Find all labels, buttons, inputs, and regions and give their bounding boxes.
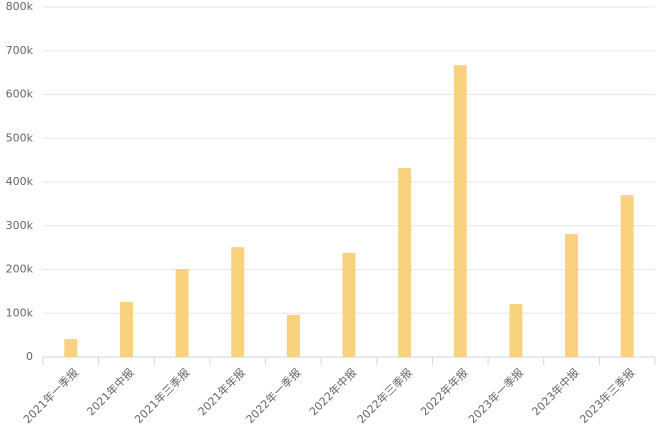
y-tick-label: 800k (6, 0, 34, 13)
y-tick-label: 400k (6, 175, 34, 188)
bar (342, 252, 356, 357)
x-tick-label: 2023年中报 (529, 365, 582, 418)
y-tick-label: 600k (6, 88, 34, 101)
y-tick-label: 300k (6, 219, 34, 232)
bar (119, 301, 133, 357)
x-tick-label: 2022年年报 (417, 365, 470, 418)
bar (175, 269, 189, 357)
bar (620, 195, 634, 357)
bar (565, 234, 579, 357)
bar (286, 315, 300, 357)
y-tick-label: 100k (6, 306, 34, 319)
x-tick-label: 2022年三季报 (354, 365, 415, 426)
bar (453, 65, 467, 357)
bar (509, 304, 523, 357)
x-tick-label: 2021年中报 (84, 365, 137, 418)
bar (64, 339, 78, 357)
x-tick-label: 2021年一季报 (20, 365, 81, 426)
y-tick-label: 200k (6, 263, 34, 276)
x-tick-label: 2023年三季报 (577, 365, 638, 426)
y-tick-label: 700k (6, 44, 34, 57)
x-tick-label: 2021年三季报 (132, 365, 193, 426)
x-tick-label: 2023年一季报 (465, 365, 526, 426)
y-tick-label: 500k (6, 131, 34, 144)
x-tick-label: 2022年中报 (306, 365, 359, 418)
x-tick-label: 2021年年报 (195, 365, 248, 418)
x-tick-label: 2022年一季报 (243, 365, 304, 426)
bar (231, 247, 245, 357)
y-tick-label: 0 (26, 350, 33, 363)
bar (398, 168, 412, 357)
